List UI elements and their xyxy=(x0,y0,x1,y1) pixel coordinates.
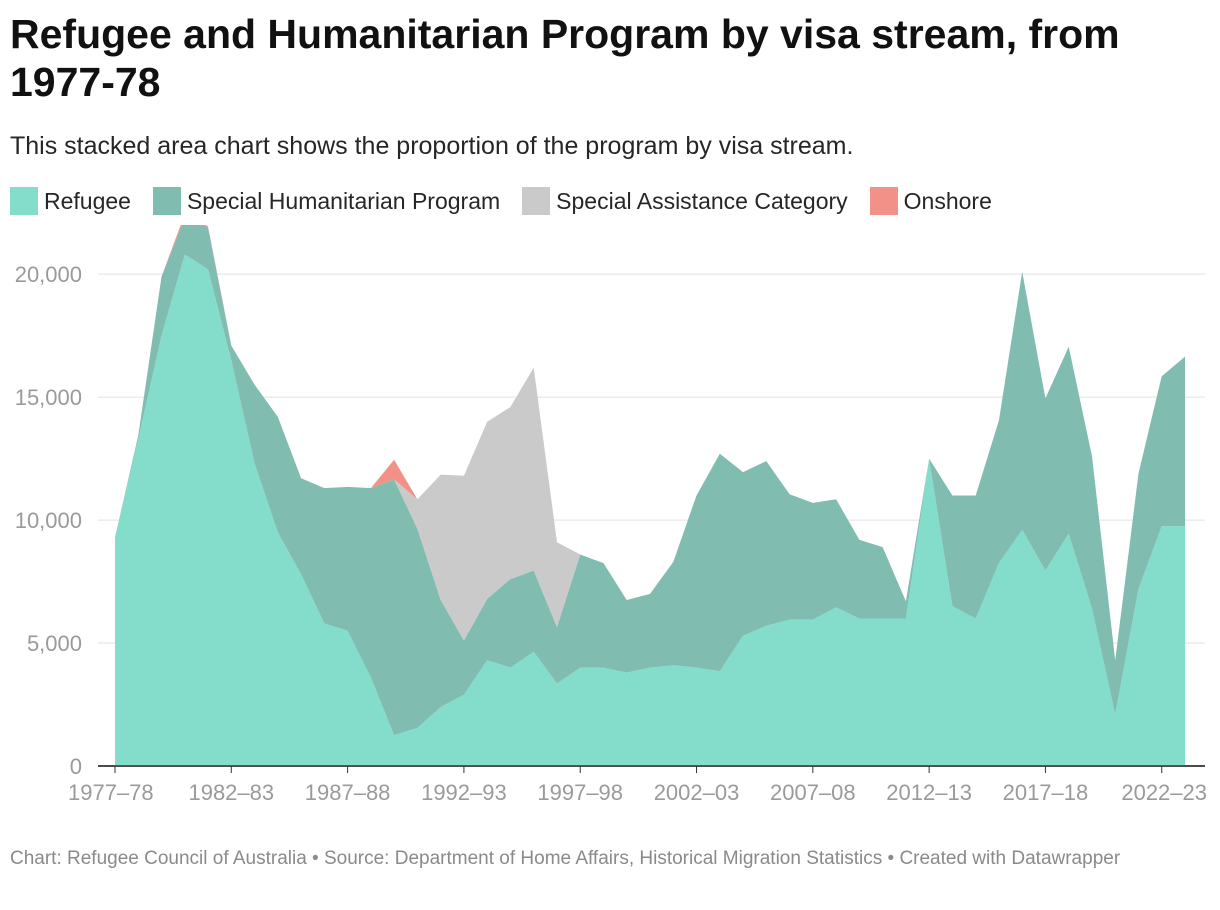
legend-item-refugee[interactable]: Refugee xyxy=(10,187,131,215)
legend-label-refugee: Refugee xyxy=(44,187,131,214)
x-tick-label: 2022–23 xyxy=(1121,780,1207,805)
legend-item-special-humanitarian[interactable]: Special Humanitarian Program xyxy=(152,187,501,215)
legend-swatch-refugee xyxy=(10,187,38,215)
chart-footer: Chart: Refugee Council of Australia • So… xyxy=(10,848,1121,869)
x-tick-label: 1982–83 xyxy=(188,780,274,805)
legend: Refugee Special Humanitarian Program Spe… xyxy=(10,184,1014,218)
y-tick-label: 10,000 xyxy=(15,508,82,533)
y-tick-label: 15,000 xyxy=(15,385,82,410)
chart-title: Refugee and Humanitarian Program by visa… xyxy=(10,11,1120,105)
y-tick-label: 0 xyxy=(70,754,82,779)
x-tick-label: 2017–18 xyxy=(1003,780,1089,805)
legend-item-onshore[interactable]: Onshore xyxy=(869,187,992,215)
x-tick-label: 2002–03 xyxy=(654,780,740,805)
chart-subtitle: This stacked area chart shows the propor… xyxy=(10,132,854,160)
legend-swatch-special-assistance xyxy=(522,187,551,215)
legend-item-special-assistance[interactable]: Special Assistance Category xyxy=(522,187,848,215)
legend-swatch-special-humanitarian xyxy=(152,187,181,215)
stacked-area-chart: 0 5,000 10,000 15,000 20,000 1977–78 1982–83 19… xyxy=(15,225,1207,805)
y-tick-label: 5,000 xyxy=(27,631,82,656)
x-tick-label: 1977–78 xyxy=(68,780,154,805)
legend-swatch-onshore xyxy=(869,187,898,215)
x-tick-label: 1997–98 xyxy=(537,780,623,805)
area-special-humanitarian-program xyxy=(115,225,1185,736)
area-refugee xyxy=(115,254,1185,766)
legend-label-onshore: Onshore xyxy=(903,187,992,214)
x-tick-label: 2007–08 xyxy=(770,780,856,805)
x-tick-label: 1992–93 xyxy=(421,780,507,805)
legend-label-special-humanitarian: Special Humanitarian Program xyxy=(186,187,501,214)
y-tick-label: 20,000 xyxy=(15,262,82,287)
x-tick-label: 1987–88 xyxy=(305,780,391,805)
legend-label-special-assistance: Special Assistance Category xyxy=(556,187,848,214)
x-tick-label: 2012–13 xyxy=(886,780,972,805)
